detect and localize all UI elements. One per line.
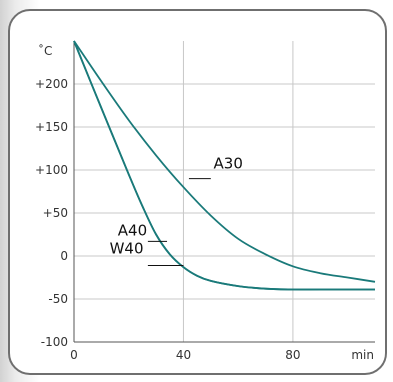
y-tick-label: -50: [48, 292, 68, 306]
label-a40: A40: [118, 221, 147, 239]
y-axis-label: ˚C: [38, 43, 52, 58]
y-tick-label: -100: [41, 335, 68, 349]
series-lines: [73, 40, 376, 291]
axes: [73, 41, 375, 343]
label-a30: A30: [214, 154, 243, 172]
x-axis-label: min: [351, 348, 374, 362]
x-tick-label: 80: [285, 348, 300, 362]
y-tick-label: +50: [43, 206, 68, 220]
y-tick-label: 0: [60, 249, 68, 263]
grid: [74, 41, 375, 342]
series-line-w40: [73, 40, 375, 291]
y-tick-label: +150: [35, 120, 68, 134]
x-tick-label: 0: [70, 348, 78, 362]
chart-panel: [8, 9, 387, 375]
x-tick-label: 40: [176, 348, 191, 362]
series-line-a30: [73, 40, 376, 283]
label-w40: W40: [110, 239, 144, 257]
y-tick-label: +200: [35, 77, 68, 91]
y-tick-label: +100: [35, 163, 68, 177]
